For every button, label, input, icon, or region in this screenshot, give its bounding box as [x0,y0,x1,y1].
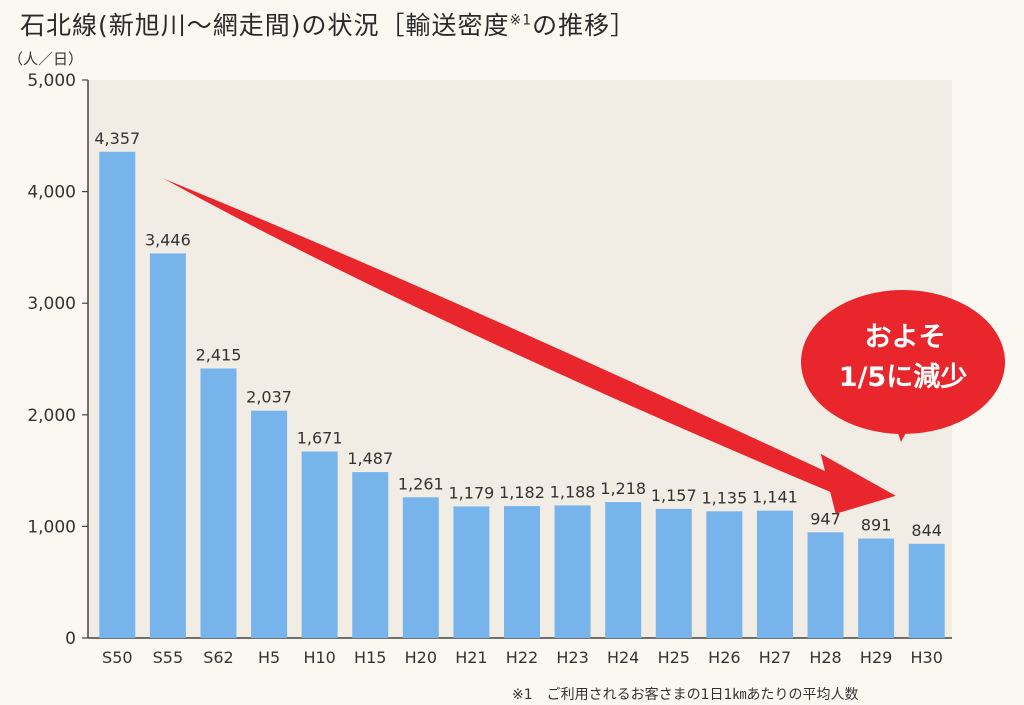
bar-value-label: 844 [911,521,942,540]
bar [756,510,793,638]
bar [605,502,642,638]
bar-value-label: 1,157 [651,486,697,505]
footnote: ※1 ご利用されるお客さまの1日1㎞あたりの平均人数 [512,687,859,703]
title-end: の推移］ [532,11,637,40]
x-tick-label: S50 [102,648,133,667]
x-tick-label: S62 [203,648,234,667]
x-tick-label: H29 [860,648,892,667]
chart-title: 石北線(新旭川〜網走間)の状況［輸送密度※1の推移］ [20,6,636,42]
bar-value-label: 1,141 [752,488,798,507]
bar [99,151,136,639]
bar-value-label: 1,487 [347,449,393,468]
bar-value-label: 1,218 [600,479,646,498]
bar [301,451,338,638]
x-tick-label: S55 [153,648,184,667]
bar [655,508,692,638]
bar [807,532,844,638]
x-tick-label: H25 [658,648,690,667]
bar-value-label: 2,415 [196,345,242,364]
x-tick-label: H10 [303,648,335,667]
bar [504,506,540,638]
x-tick-label: H26 [708,648,740,667]
bar-value-label: 1,261 [398,474,444,493]
annotation-bubble [801,290,1005,434]
y-tick-label: 1,000 [27,517,76,537]
x-tick-label: H24 [607,648,639,667]
bar-value-label: 947 [810,509,841,528]
bar-value-label: 1,182 [499,483,545,502]
x-tick-label: H28 [809,648,841,667]
bar [908,543,945,638]
y-axis-unit: （人／日） [8,50,84,68]
x-tick-label: H30 [911,648,943,667]
bar-value-label: 1,671 [297,429,343,448]
x-tick-label: H15 [354,648,386,667]
bar [402,497,439,638]
bar [251,410,288,638]
x-tick-label: H23 [556,648,588,667]
bar-value-label: 1,135 [701,488,747,507]
trend-arrow-body [163,178,835,494]
bar-value-label: 1,188 [550,482,596,501]
annotation-line-1: およそ [865,322,946,353]
title-footnote-mark: ※1 [509,12,533,29]
title-text: 石北線(新旭川〜網走間)の状況［輸送密度 [20,11,510,40]
y-tick-label: 0 [65,629,76,649]
x-tick-label: H5 [258,648,280,667]
bar [706,511,743,638]
bar [858,538,895,638]
bar [200,368,237,638]
x-tick-label: H27 [759,648,791,667]
y-tick-label: 2,000 [27,406,76,426]
bar-value-label: 4,357 [94,129,140,148]
annotation-line-2: 1/5に減少 [839,362,967,393]
x-tick-label: H21 [455,648,487,667]
bar-value-label: 1,179 [449,483,495,502]
bar-value-label: 2,037 [246,388,292,407]
bar [453,506,490,638]
bar-value-label: 3,446 [145,230,191,249]
x-tick-label: H22 [506,648,538,667]
bar [149,253,186,639]
bar-value-label: 891 [861,516,892,535]
y-tick-label: 5,000 [27,71,76,91]
y-tick-label: 4,000 [27,183,76,203]
x-tick-label: H20 [405,648,437,667]
bar [554,505,591,638]
bar [352,472,389,638]
y-tick-label: 3,000 [27,294,76,314]
trend-arrow-head [820,453,896,514]
